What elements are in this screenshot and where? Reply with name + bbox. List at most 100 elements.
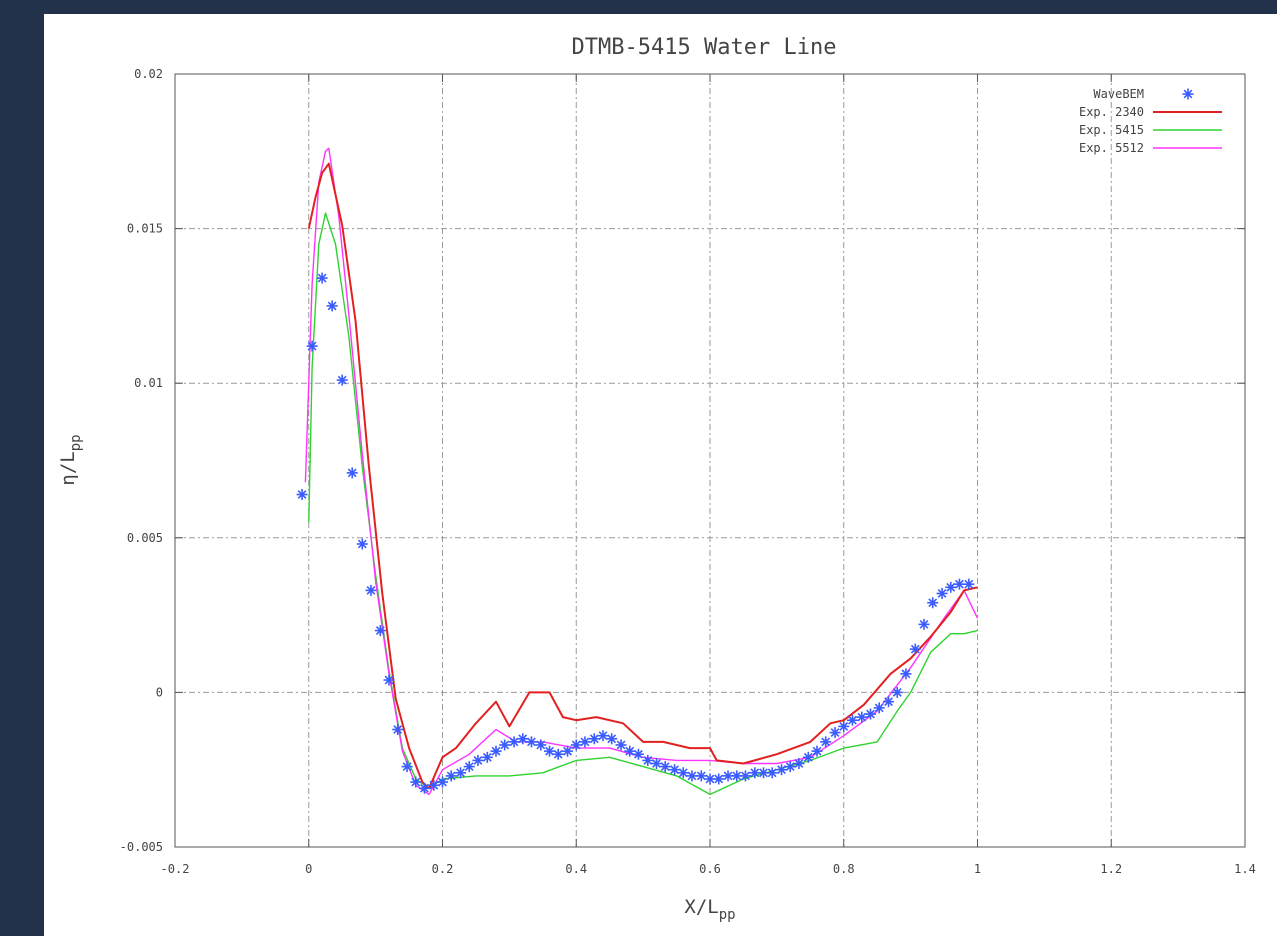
data-point-wavebem (642, 754, 654, 766)
data-point-wavebem (659, 761, 671, 773)
data-point-wavebem (296, 489, 308, 501)
data-point-wavebem (615, 739, 627, 751)
marker-stroke (464, 762, 474, 772)
x-tick-label: 0.4 (565, 862, 587, 876)
marker-stroke (946, 582, 956, 592)
marker-stroke (518, 734, 528, 744)
marker-stroke (643, 756, 653, 765)
data-point-wavebem (365, 584, 377, 596)
data-point-wavebem (713, 773, 725, 785)
marker-stroke (678, 768, 688, 778)
marker-stroke (491, 746, 501, 756)
data-point-wavebem (766, 767, 778, 779)
y-tick-label: 0 (156, 685, 163, 699)
data-point-wavebem (865, 708, 876, 720)
legend-label-exp-5512: Exp. 5512 (1079, 141, 1144, 155)
data-point-wavebem (428, 779, 440, 791)
data-point-wavebem (437, 776, 448, 788)
x-tick-label: 1.4 (1234, 862, 1256, 876)
marker-stroke (857, 712, 867, 722)
data-point-wavebem (336, 374, 348, 386)
data-point-wavebem (544, 745, 555, 757)
marker-stroke (901, 669, 911, 679)
marker-stroke (411, 777, 421, 787)
marker-stroke (767, 768, 777, 778)
data-point-wavebem (472, 754, 484, 766)
marker-stroke (393, 725, 403, 734)
marker-stroke (536, 740, 546, 750)
marker-stroke (750, 768, 760, 778)
data-point-wavebem (909, 643, 921, 655)
data-point-wavebem (953, 578, 965, 590)
marker-stroke (803, 752, 813, 762)
marker-stroke (812, 746, 822, 756)
y-tick-label: 0.02 (134, 67, 163, 81)
marker-stroke (482, 752, 492, 762)
series-line-exp-2340 (307, 162, 978, 790)
data-point-wavebem (632, 748, 644, 760)
legend-swatch-wavebem (1182, 88, 1194, 100)
series-line-exp-5512 (304, 147, 979, 796)
data-point-wavebem (900, 668, 912, 680)
series-line-exp-5415 (308, 212, 978, 796)
marker-stroke (580, 737, 590, 747)
marker-stroke (741, 771, 750, 781)
marker-stroke (964, 579, 974, 589)
marker-stroke (375, 626, 385, 635)
data-point-wavebem (669, 764, 681, 776)
y-axis-label-main: η/L (57, 451, 79, 485)
marker-stroke (884, 697, 893, 707)
marker-stroke (687, 771, 697, 781)
data-point-wavebem (677, 767, 689, 779)
data-point-wavebem (829, 727, 841, 739)
marker-stroke (723, 771, 733, 781)
data-point-wavebem (562, 745, 574, 757)
marker-stroke (456, 768, 465, 778)
data-point-wavebem (873, 702, 885, 714)
marker-stroke (420, 783, 429, 793)
chart-frame: DTMB-5415 Water Line -0.2 0 0.2 0.4 0.6 0.8 1 1… (44, 14, 1277, 936)
chart-title: DTMB-5415 Water Line (572, 35, 837, 60)
marker-stroke (598, 731, 608, 741)
x-tick-label: 1.2 (1100, 862, 1122, 876)
data-point-wavebem (624, 745, 636, 757)
data-point-wavebem (918, 618, 930, 630)
data-point-wavebem (455, 767, 467, 779)
marker-stroke (438, 777, 447, 787)
marker-stroke (563, 746, 572, 756)
x-axis-label-subscript: pp (719, 907, 736, 923)
marker-stroke (347, 468, 357, 478)
water-line-chart: DTMB-5415 Water Line -0.2 0 0.2 0.4 0.6 0.8 1 1… (57, 35, 1256, 923)
data-point-wavebem (597, 730, 609, 742)
data-point-wavebem (418, 782, 430, 794)
x-tick-label: 0.6 (699, 862, 721, 876)
marker-stroke (839, 721, 849, 731)
marker-stroke (509, 737, 519, 747)
data-point-wavebem (579, 736, 591, 748)
data-point-wavebem (525, 736, 537, 748)
marker-stroke (337, 375, 347, 385)
marker-stroke (553, 749, 563, 759)
marker-stroke (937, 589, 947, 598)
marker-stroke (670, 765, 679, 775)
marker-stroke (794, 759, 804, 768)
data-point-wavebem (306, 340, 318, 352)
marker-stroke (500, 740, 510, 750)
data-point-wavebem (739, 770, 751, 782)
y-tick-label: -0.005 (120, 840, 163, 854)
marker-stroke (821, 737, 831, 747)
series-markers-wavebem (296, 272, 975, 794)
marker-stroke (429, 780, 439, 790)
x-tick-label: 0.2 (432, 862, 454, 876)
marker-stroke (705, 774, 715, 784)
data-point-wavebem (820, 736, 832, 748)
data-point-wavebem (883, 696, 895, 708)
data-point-wavebem (731, 770, 743, 782)
legend: WaveBEM Exp. 2340 Exp. 5415 Exp. 5512 (1079, 87, 1222, 155)
marker-stroke (357, 539, 367, 549)
data-point-wavebem (963, 578, 975, 590)
data-point-wavebem (401, 761, 413, 773)
marker-stroke (910, 644, 920, 654)
data-point-wavebem (936, 587, 948, 599)
data-point-wavebem (651, 758, 662, 770)
